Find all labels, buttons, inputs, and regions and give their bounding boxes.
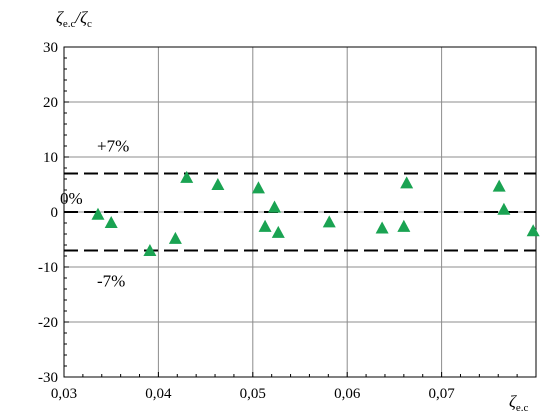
y-tick-label: 30 [43,40,58,56]
data-point [271,225,285,238]
axis-ticks: 0,03 0,04 0,05 0,06 0,07 30 20 10 0 -10 -20 -30 [38,40,537,402]
data-point [104,215,118,228]
x-tick-label: 0,04 [145,386,172,402]
data-point [492,179,506,192]
y-tick-label: -30 [38,370,58,386]
data-points [91,170,540,257]
data-point [91,207,105,220]
y-tick-label: -10 [38,260,58,276]
x-tick-label: 0,06 [334,386,361,402]
data-point [258,219,272,232]
data-point [180,170,194,183]
y-tick-label: 10 [43,150,58,166]
y-tick-label: 20 [43,95,58,111]
data-point [143,244,157,257]
data-point [497,202,511,215]
grid [64,47,536,377]
reference-lines: +7% 0% -7% [60,137,536,291]
data-point [268,200,282,213]
y-tick-label: -20 [38,315,58,331]
data-point [211,178,225,191]
data-point [251,181,265,194]
data-point [397,219,411,232]
x-axis-title: ζe.c [509,392,529,414]
data-point [168,231,182,244]
reference-line-label: 0% [60,189,83,208]
reference-line-label: +7% [97,137,129,156]
y-tick-label: 0 [51,205,59,221]
x-tick-label: 0,03 [51,386,77,402]
data-point [322,215,336,228]
data-point [526,224,540,237]
y-axis-title: ζe.c/ζc [56,8,92,30]
reference-line-label: -7% [97,272,125,291]
data-point [375,221,389,234]
x-tick-label: 0,05 [240,386,266,402]
x-tick-label: 0,07 [428,386,455,402]
data-point [400,176,414,189]
